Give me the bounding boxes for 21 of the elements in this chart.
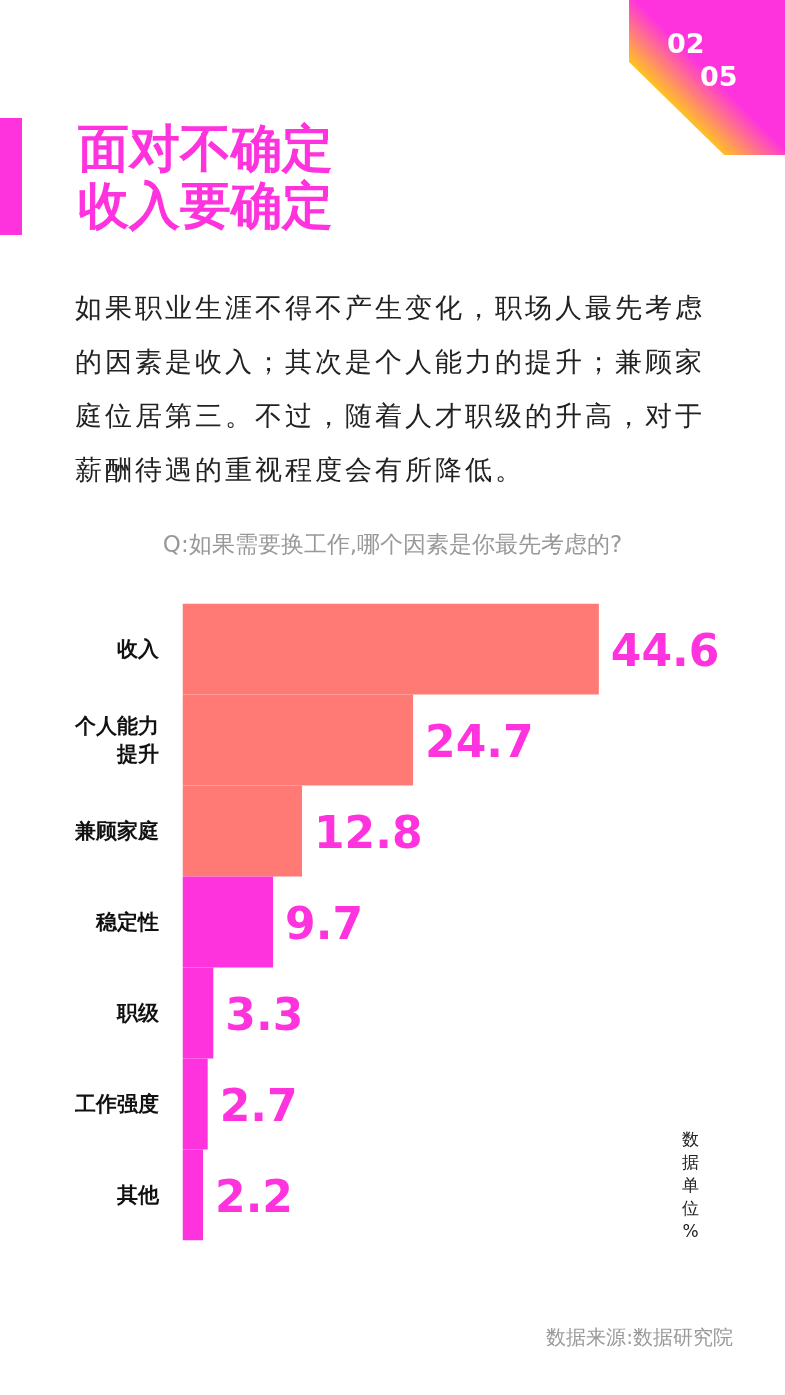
data-label: 2.7 — [219, 1079, 298, 1131]
data-label: 2.2 — [215, 1170, 293, 1222]
data-label: 44.6 — [610, 624, 720, 676]
y-tick-label: 其他 — [115, 1183, 160, 1207]
y-tick-label: 职级 — [115, 1001, 160, 1025]
text: 02 — [667, 28, 705, 59]
data-label: 24.7 — [425, 715, 534, 767]
y-tick-label: 个人能力提升 — [73, 713, 159, 767]
source-note: 数据来源:数据研究院 — [546, 1324, 733, 1350]
text: 05 — [700, 61, 738, 92]
chart-subtitle: 如果职业生涯不得不产生变化，职场人最先考虑的因素是收入；其次是个人能力的提升；兼顾家庭位居第三。不过，随着人才职级的升高，对于薪酬待遇的重视程度会有所降低。 — [75, 291, 706, 487]
text: 数据单位% — [682, 1128, 699, 1241]
chart-title: 面对不确定收入要确定 — [78, 119, 334, 235]
y-tick-label: 收入 — [116, 637, 160, 661]
y-tick-label: 稳定性 — [94, 910, 159, 934]
data-label: 12.8 — [313, 806, 423, 858]
data-label: 3.3 — [225, 988, 304, 1040]
y-tick-label: 工作强度 — [73, 1092, 159, 1116]
y-tick-label: 兼顾家庭 — [73, 819, 159, 843]
text: Q:如果需要换工作,哪个因素是你最先考虑的? — [161, 530, 624, 559]
data-label: 9.7 — [285, 897, 364, 949]
